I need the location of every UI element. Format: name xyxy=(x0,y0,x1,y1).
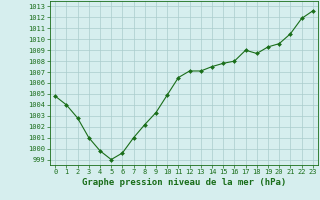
X-axis label: Graphe pression niveau de la mer (hPa): Graphe pression niveau de la mer (hPa) xyxy=(82,178,286,187)
